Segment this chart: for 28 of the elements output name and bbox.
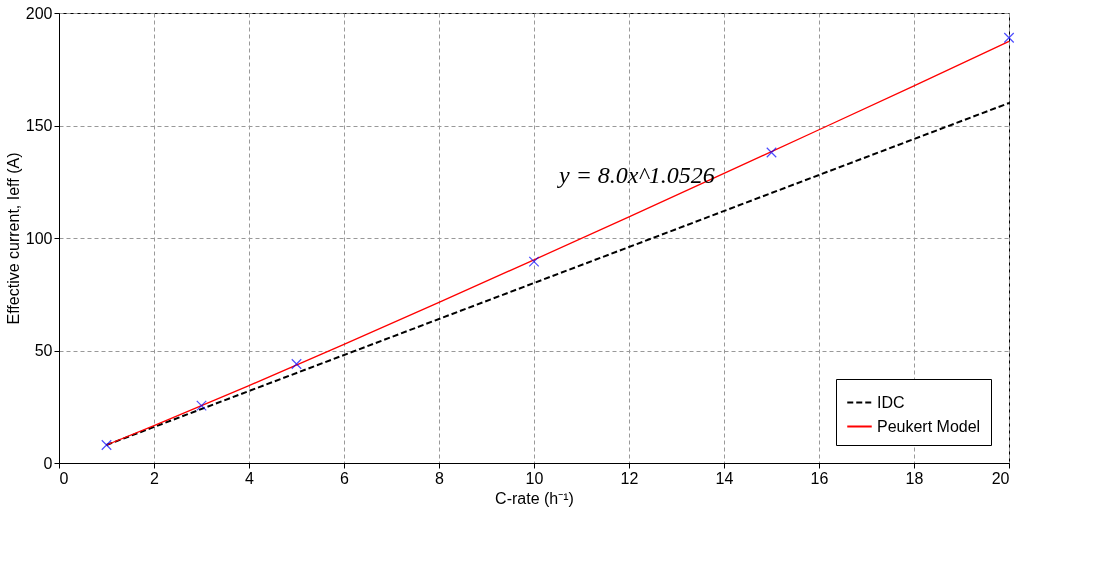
annotation: y = 8.0x^1.0526 (557, 162, 715, 188)
x-tick-label: 20 (991, 469, 1010, 487)
x-tick-label: 2 (150, 469, 160, 487)
x-axis-title: C-rate (h⁻¹) (495, 489, 574, 507)
y-tick-label: 150 (25, 117, 53, 134)
point (291, 358, 302, 370)
y-tick-label: 200 (25, 4, 53, 22)
point (196, 400, 207, 411)
x-tick-label: 10 (525, 469, 544, 487)
y-tick-label: 0 (43, 454, 53, 472)
point (528, 256, 540, 267)
x-tick-label: 18 (905, 469, 924, 487)
line-series (105, 40, 1010, 446)
point (101, 439, 112, 451)
x-tick-label: 12 (620, 469, 639, 487)
legend-label: IDC (877, 393, 905, 411)
y-axis-title: Effective current, Ieff (A) (4, 152, 22, 325)
x-tick-label: 0 (59, 469, 69, 487)
x-tick-label: 14 (715, 469, 734, 487)
y-tick-label: 100 (25, 229, 53, 247)
point (766, 147, 777, 158)
point (1003, 32, 1015, 44)
y-tick-label: 50 (34, 342, 53, 359)
x-tick-label: 16 (810, 469, 829, 487)
x-tick-label: 8 (435, 469, 445, 487)
x-tick-label: 6 (340, 469, 350, 487)
x-tick-label: 4 (245, 469, 255, 487)
legend-label: Peukert Model (877, 417, 981, 435)
